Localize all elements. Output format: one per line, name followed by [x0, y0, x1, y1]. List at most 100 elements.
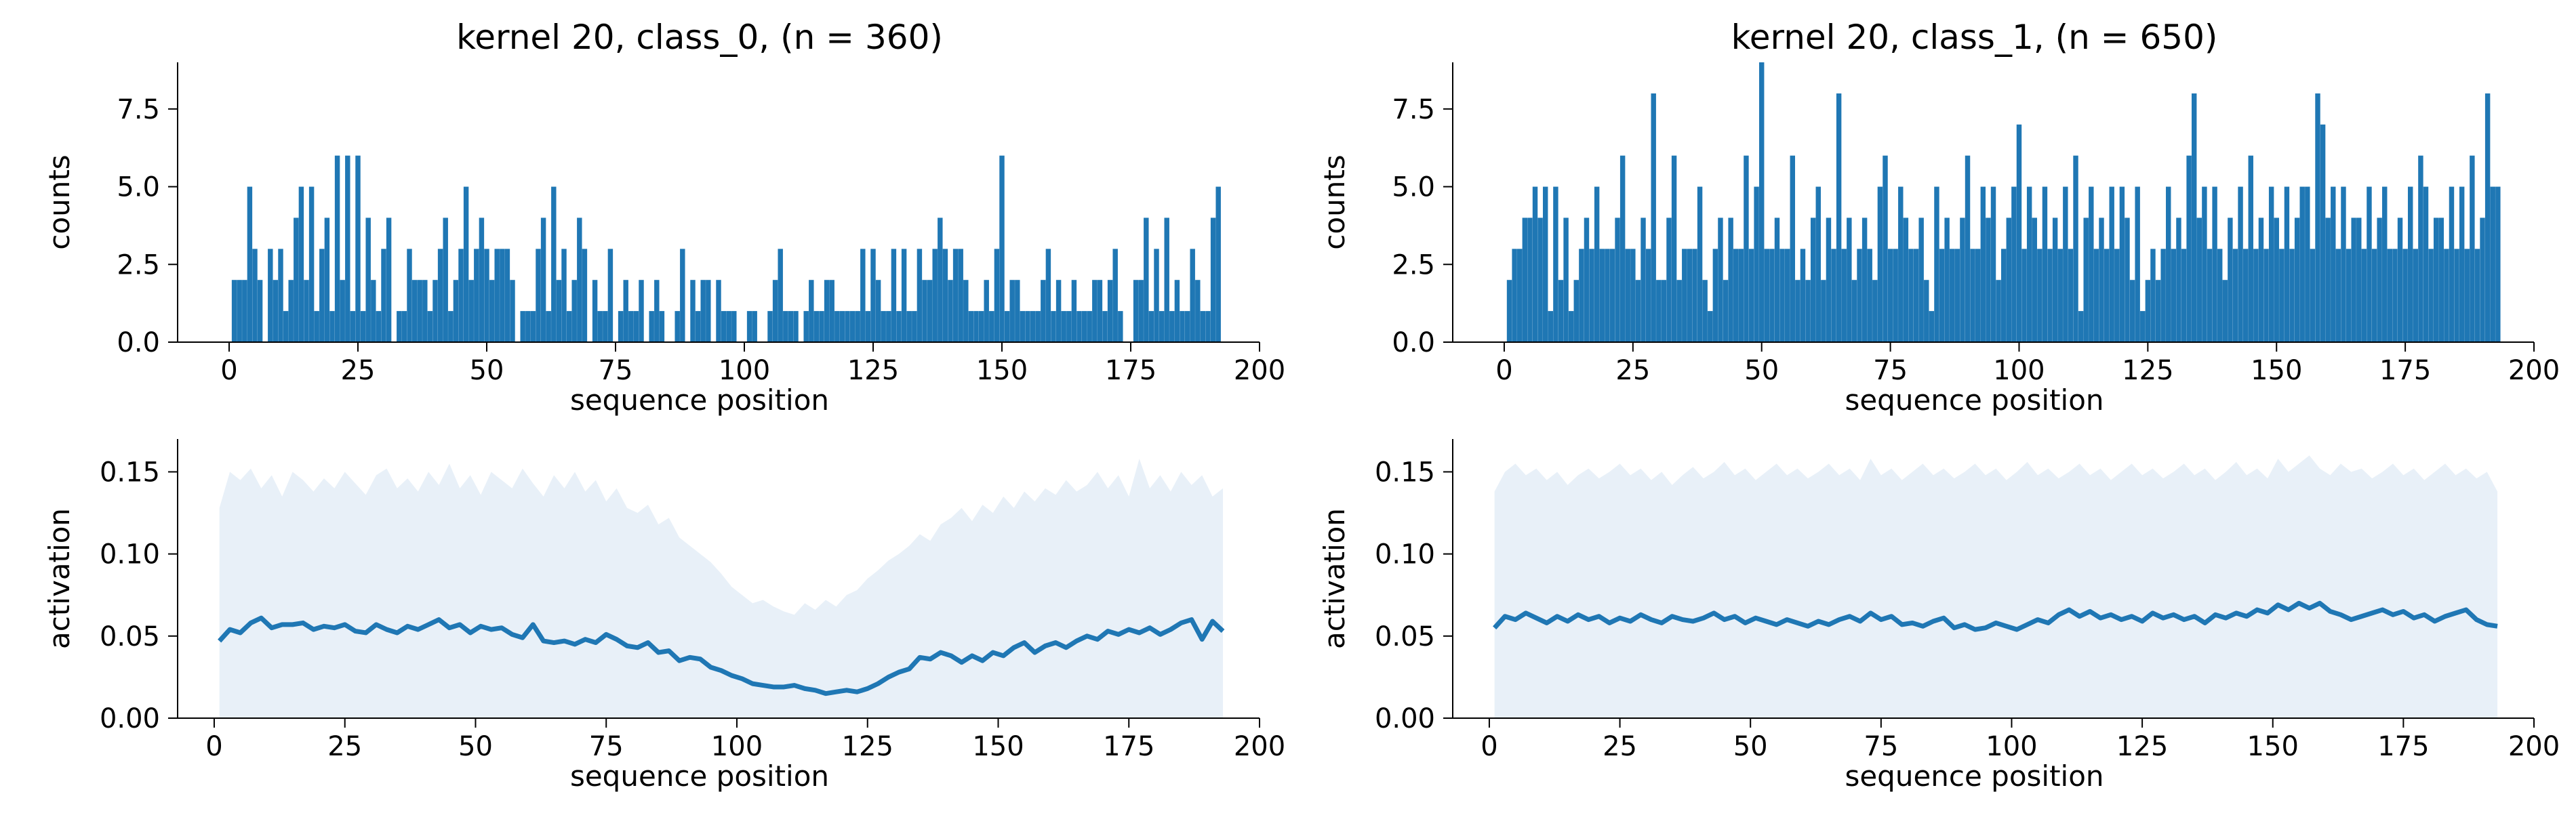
y-tick-label: 7.5	[117, 94, 160, 125]
bar	[329, 311, 335, 342]
bar	[427, 311, 433, 342]
bar	[2093, 249, 2099, 342]
bar	[1641, 217, 1646, 342]
bar	[855, 311, 860, 342]
bar	[355, 155, 361, 343]
bar	[2140, 311, 2146, 342]
bar	[1744, 155, 1749, 343]
bar	[2032, 217, 2037, 342]
bar	[865, 311, 871, 342]
bar	[726, 311, 731, 342]
bar	[1918, 217, 1924, 342]
bar	[912, 311, 917, 342]
bar	[2150, 249, 2156, 342]
bar	[2166, 186, 2171, 342]
bar	[1758, 62, 1765, 342]
bar	[386, 217, 392, 342]
mean-line	[218, 615, 1225, 696]
x-tick-label: 200	[2508, 355, 2560, 386]
bar	[252, 249, 258, 342]
y-tick-label: 0.0	[117, 327, 160, 358]
x-tick-label: 75	[589, 731, 624, 762]
bar	[1692, 249, 1697, 342]
bar	[1009, 280, 1015, 342]
bar	[1960, 217, 1965, 342]
y-axis-label: activation	[43, 508, 76, 649]
bar	[350, 311, 356, 342]
bar	[1180, 311, 1185, 342]
bar	[700, 280, 706, 342]
bar	[1712, 249, 1718, 342]
bar	[2109, 186, 2114, 342]
bar	[731, 311, 737, 342]
bar	[999, 155, 1005, 343]
bar	[376, 311, 382, 342]
x-tick-label: 0	[220, 355, 237, 386]
bar	[958, 249, 963, 342]
bar	[690, 280, 696, 342]
bar	[1666, 217, 1672, 342]
bar	[525, 311, 531, 342]
bar	[2284, 186, 2290, 342]
bar	[2377, 217, 2382, 342]
panel-0: 0 25 50 75 100 125 150 175 200 0.0 2.5 5.0 7.5 sequen…	[43, 18, 1285, 417]
bar	[432, 280, 438, 342]
x-tick-label: 25	[1603, 731, 1637, 762]
bar	[2310, 249, 2316, 342]
bar	[2299, 186, 2305, 342]
bar	[1045, 249, 1051, 342]
bar	[906, 311, 912, 342]
x-tick-label: 25	[327, 731, 362, 762]
bar	[237, 280, 242, 342]
bar	[2480, 217, 2485, 342]
bar	[1573, 280, 1579, 342]
bar	[2438, 217, 2444, 342]
bar	[1035, 311, 1041, 342]
bar	[1790, 155, 1795, 343]
bar	[849, 311, 856, 342]
x-tick-label: 175	[1105, 355, 1156, 386]
bar	[2217, 249, 2223, 342]
bar	[520, 311, 525, 342]
bar	[767, 311, 773, 342]
bar	[1190, 249, 1195, 342]
bar	[278, 249, 283, 342]
bar	[1748, 249, 1754, 342]
bar	[2331, 186, 2336, 342]
bar	[1537, 217, 1543, 342]
bar	[1195, 280, 1201, 342]
x-tick-label: 200	[1234, 355, 1285, 386]
bar	[1810, 217, 1816, 342]
bar	[917, 249, 923, 342]
bar	[752, 311, 757, 342]
bar	[803, 311, 809, 342]
bar	[1893, 249, 1898, 342]
bar	[809, 280, 814, 342]
bar	[371, 280, 376, 342]
bar	[788, 311, 794, 342]
bar	[2202, 186, 2207, 342]
bar	[1883, 155, 1888, 343]
bar	[2181, 249, 2187, 342]
bar	[510, 280, 515, 342]
bar	[1944, 217, 1950, 342]
bar	[2135, 186, 2140, 342]
bar	[938, 217, 943, 342]
bar	[1656, 280, 1662, 342]
x-tick-label: 0	[205, 731, 222, 762]
bar	[1718, 217, 1723, 342]
bar	[1857, 249, 1862, 342]
bar	[901, 249, 907, 342]
bar	[860, 249, 866, 342]
bar	[1676, 280, 1682, 342]
bar	[1645, 249, 1651, 342]
bar	[2454, 249, 2459, 342]
bar	[2351, 217, 2356, 342]
x-tick-label: 0	[1481, 731, 1497, 762]
x-tick-label: 200	[1234, 731, 1285, 762]
bar	[2238, 186, 2243, 342]
bar	[1723, 280, 1729, 342]
bar	[1071, 280, 1077, 342]
bar	[1553, 186, 1558, 342]
bar	[2407, 186, 2413, 342]
